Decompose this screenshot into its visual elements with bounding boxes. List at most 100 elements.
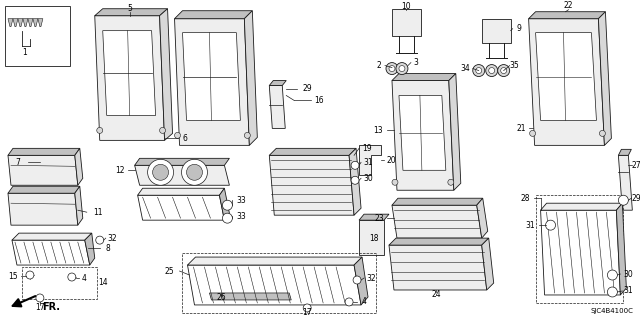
Text: 2: 2	[376, 61, 381, 70]
Polygon shape	[23, 19, 28, 27]
Circle shape	[392, 179, 398, 185]
Circle shape	[386, 63, 398, 75]
Polygon shape	[269, 80, 286, 85]
Circle shape	[345, 298, 353, 306]
Polygon shape	[103, 31, 156, 115]
Polygon shape	[84, 233, 95, 265]
Circle shape	[399, 66, 405, 71]
Polygon shape	[389, 238, 489, 245]
Text: 31: 31	[364, 158, 373, 167]
Circle shape	[186, 164, 202, 180]
Polygon shape	[449, 74, 461, 190]
Circle shape	[607, 270, 618, 280]
Text: 10: 10	[401, 2, 411, 11]
Polygon shape	[33, 19, 38, 27]
Polygon shape	[359, 220, 384, 255]
Polygon shape	[541, 203, 622, 210]
Polygon shape	[399, 95, 446, 170]
Circle shape	[97, 127, 103, 133]
Circle shape	[389, 66, 395, 71]
Circle shape	[545, 220, 556, 230]
Circle shape	[244, 132, 250, 138]
Text: 21: 21	[517, 124, 526, 133]
Polygon shape	[392, 205, 482, 238]
Circle shape	[473, 64, 484, 77]
Polygon shape	[618, 149, 631, 155]
Text: 30: 30	[363, 174, 373, 183]
Text: 35: 35	[510, 61, 520, 70]
Circle shape	[353, 276, 361, 284]
Circle shape	[489, 68, 495, 74]
Polygon shape	[389, 245, 487, 290]
Circle shape	[96, 236, 104, 244]
Polygon shape	[134, 158, 229, 165]
Text: 29: 29	[632, 194, 640, 203]
Polygon shape	[138, 188, 225, 195]
Text: 29: 29	[302, 84, 312, 93]
Polygon shape	[12, 240, 90, 265]
Polygon shape	[95, 16, 164, 140]
Text: 13: 13	[373, 126, 383, 135]
Text: 4: 4	[81, 273, 86, 283]
Text: 5: 5	[127, 4, 132, 13]
Text: 24: 24	[431, 291, 441, 300]
Text: 6: 6	[182, 134, 187, 143]
Circle shape	[500, 68, 507, 74]
Polygon shape	[134, 165, 229, 185]
Polygon shape	[188, 257, 362, 265]
Circle shape	[530, 130, 536, 137]
Polygon shape	[38, 19, 43, 27]
Circle shape	[607, 287, 618, 297]
Polygon shape	[536, 33, 596, 121]
Circle shape	[351, 176, 359, 184]
Polygon shape	[188, 265, 361, 305]
Text: 18: 18	[369, 234, 379, 243]
Text: 34: 34	[460, 64, 470, 73]
Polygon shape	[269, 155, 354, 215]
Text: 17: 17	[302, 308, 312, 317]
Polygon shape	[159, 9, 173, 140]
Circle shape	[68, 273, 76, 281]
Text: 33: 33	[237, 196, 246, 205]
Circle shape	[36, 294, 44, 302]
Polygon shape	[244, 11, 257, 145]
Polygon shape	[209, 293, 291, 300]
Polygon shape	[13, 19, 18, 27]
Polygon shape	[12, 233, 92, 240]
Bar	[5, 6, 70, 66]
Polygon shape	[269, 85, 285, 129]
Polygon shape	[359, 145, 381, 175]
Text: 22: 22	[564, 1, 573, 10]
Circle shape	[223, 200, 232, 210]
Circle shape	[618, 195, 628, 205]
Circle shape	[448, 179, 454, 185]
Text: 11: 11	[93, 208, 102, 217]
Polygon shape	[8, 155, 78, 185]
Polygon shape	[182, 33, 241, 121]
Circle shape	[159, 127, 166, 133]
Polygon shape	[8, 148, 80, 155]
Polygon shape	[354, 257, 368, 305]
Text: 7: 7	[15, 158, 20, 167]
Text: 30: 30	[623, 270, 633, 278]
Polygon shape	[616, 203, 627, 295]
Bar	[536, 195, 623, 303]
Bar	[22, 267, 97, 299]
Text: 27: 27	[632, 161, 640, 170]
Polygon shape	[8, 193, 78, 225]
Text: 8: 8	[106, 244, 110, 253]
Polygon shape	[529, 19, 604, 145]
Text: 14: 14	[98, 278, 108, 286]
Text: SJC4B4100C: SJC4B4100C	[591, 308, 634, 314]
Text: 26: 26	[216, 293, 226, 302]
Text: 4: 4	[362, 297, 367, 307]
Text: 20: 20	[386, 156, 396, 165]
Circle shape	[152, 164, 168, 180]
Text: 12: 12	[115, 166, 124, 175]
Polygon shape	[220, 188, 229, 220]
Text: 28: 28	[521, 194, 531, 203]
Bar	[182, 253, 376, 313]
Polygon shape	[28, 19, 33, 27]
Circle shape	[600, 130, 605, 137]
Circle shape	[303, 304, 311, 312]
